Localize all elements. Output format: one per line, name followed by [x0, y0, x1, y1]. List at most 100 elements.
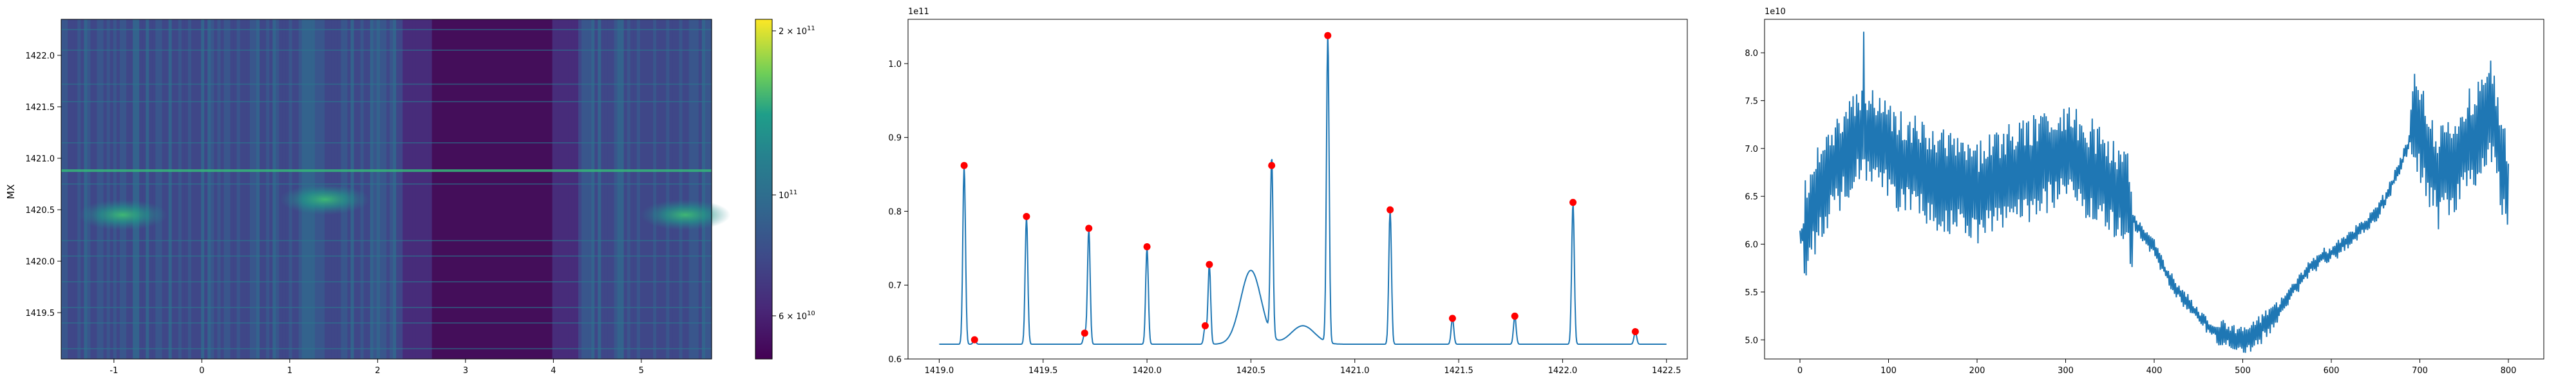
heatmap-column [659, 19, 663, 359]
heatmap-row-line [61, 101, 712, 102]
heatmap-column [409, 19, 413, 359]
profile-series-line [1799, 32, 2509, 353]
heatmap-column [256, 19, 260, 359]
heatmap-column [676, 19, 680, 359]
peaks-y-ticks: 0.6 0.7 0.8 0.9 1.0 [888, 60, 908, 365]
heatmap-column [455, 19, 459, 359]
peaks-x-tick-label: 1421.0 [1340, 366, 1370, 376]
heatmap-column [402, 19, 406, 359]
heatmap-column [249, 19, 254, 359]
heatmap-column [80, 19, 84, 359]
heatmap-column [399, 19, 403, 359]
heatmap-column [168, 19, 173, 359]
profile-y-tick-label: 5.5 [1745, 288, 1758, 298]
peaks-x-tick-label: 1422.0 [1548, 366, 1578, 376]
heatmap-column [122, 19, 127, 359]
peaks-x-tick-label: 1422.5 [1652, 366, 1681, 376]
heatmap-column [194, 19, 198, 359]
heatmap-column [448, 19, 452, 359]
heatmap-column [682, 19, 687, 359]
heatmap-column [171, 19, 176, 359]
profile-x-tick-label: 300 [2058, 366, 2074, 376]
profile-panel: 1e10 0 100 200 300 400 500 600 700 800 5.0 5.5 6.0… [1745, 7, 2544, 376]
heatmap-column [146, 19, 149, 359]
heatmap-column [279, 19, 283, 359]
heatmap-column [207, 19, 211, 359]
heatmap-column [503, 19, 507, 359]
peaks-x-ticks: 1419.0 1419.5 1420.0 1420.5 1421.0 1421.5 1422… [925, 359, 1681, 376]
heatmap-column [468, 19, 471, 359]
heatmap-column [578, 19, 582, 359]
heatmap-column [461, 19, 465, 359]
heatmap-column [500, 19, 504, 359]
heatmap-column [142, 19, 146, 359]
peaks-x-tick-label: 1420.5 [1236, 366, 1266, 376]
heatmap-column [236, 19, 241, 359]
heatmap-column [672, 19, 677, 359]
heatmap-column [357, 19, 361, 359]
heatmap-column [406, 19, 410, 359]
peak-markers [960, 32, 1639, 344]
heatmap-column [539, 19, 543, 359]
heatmap-column [647, 19, 650, 359]
heatmap-column [591, 19, 595, 359]
heatmap-column [611, 19, 615, 359]
heatmap-column [444, 19, 449, 359]
heatmap-column [497, 19, 501, 359]
heatmap-column [373, 19, 377, 359]
heatmap-column [533, 19, 536, 359]
heatmap-column [178, 19, 182, 359]
heatmap-column [516, 19, 520, 359]
heatmap-column [607, 19, 612, 359]
heatmap-x-tick-label: 3 [463, 366, 468, 376]
heatmap-column [552, 19, 556, 359]
heatmap-row-line [61, 307, 712, 308]
peak-marker [1569, 199, 1577, 207]
heatmap-column [620, 19, 625, 359]
peak-marker [1085, 225, 1093, 232]
profile-x-tick-label: 100 [1880, 366, 1897, 376]
peak-marker [1511, 312, 1519, 320]
profile-x-tick-label: 0 [1797, 366, 1803, 376]
heatmap-column [214, 19, 218, 359]
heatmap-column [601, 19, 605, 359]
heatmap-x-tick-label: 0 [199, 366, 204, 376]
colorbar-tick-label: 1011 [779, 189, 797, 201]
heatmap-column [431, 19, 436, 359]
heatmap-column [520, 19, 524, 359]
heatmap-column [679, 19, 683, 359]
heatmap-column [708, 19, 712, 359]
heatmap-column [396, 19, 400, 359]
heatmap-column [162, 19, 166, 359]
heatmap-column [282, 19, 287, 359]
heatmap-column [217, 19, 222, 359]
heatmap-column [191, 19, 195, 359]
heatmap-column [165, 19, 169, 359]
heatmap-column [598, 19, 601, 359]
heatmap-column [639, 19, 644, 359]
heatmap-x-tick-label: 4 [551, 366, 556, 376]
heatmap-column [379, 19, 384, 359]
profile-y-tick-label: 5.0 [1745, 336, 1758, 345]
heatmap-column [688, 19, 693, 359]
peak-marker [1206, 261, 1213, 268]
heatmap-column [113, 19, 117, 359]
heatmap-column [438, 19, 442, 359]
profile-x-tick-label: 200 [1969, 366, 1985, 376]
heatmap-row-line [61, 183, 712, 185]
heatmap-column [633, 19, 638, 359]
heatmap-column [133, 19, 137, 359]
heatmap-column [435, 19, 439, 359]
heatmap-column [604, 19, 608, 359]
heatmap-column [366, 19, 371, 359]
peaks-y-tick-label: 0.9 [888, 134, 902, 143]
heatmap-column [158, 19, 163, 359]
heatmap-row-line [61, 83, 712, 85]
heatmap-column [77, 19, 81, 359]
heatmap-column [363, 19, 368, 359]
heatmap-column [103, 19, 108, 359]
heatmap-column [240, 19, 244, 359]
heatmap-column [480, 19, 485, 359]
profile-plot-area [1764, 19, 2544, 360]
heatmap-row-line [61, 348, 712, 349]
